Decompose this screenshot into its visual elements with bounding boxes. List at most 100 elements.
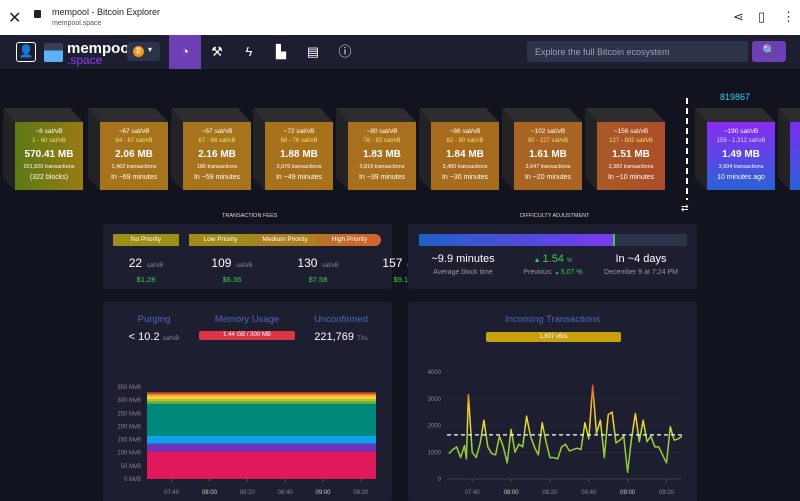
search-icon: 🔍 xyxy=(762,45,776,57)
difficulty-progress-bar xyxy=(419,234,687,246)
difficulty-change: ▲ 1.54 % Previous: ▲ 5.07 % xyxy=(505,253,601,276)
more-vert-icon[interactable]: ⋮ xyxy=(782,9,795,24)
block-top xyxy=(585,108,665,122)
block-tx-count: 3,816 transactions xyxy=(359,164,405,170)
previous-unit: % xyxy=(576,269,583,276)
fee-unit: sat/vB xyxy=(235,263,253,269)
fee-bar-high: High Priority xyxy=(318,234,381,246)
user-icon[interactable]: 👤 xyxy=(16,42,36,62)
block-size: 1.88 MB xyxy=(280,149,318,160)
nav-lightning[interactable]: ϟ xyxy=(233,35,265,69)
block-tx-count: 3,480 transactions xyxy=(442,164,488,170)
info-icon: ⓘ xyxy=(338,44,352,59)
network-selector[interactable]: ₿ ▾ xyxy=(127,42,160,61)
x-tick-label: 08:40 xyxy=(278,490,294,496)
search-input[interactable] xyxy=(527,41,748,62)
pending-block[interactable]: ~80 sat/vB 76 - 82 sat/vB 1.83 MB 3,816 … xyxy=(336,108,416,190)
block-time: In ~69 minutes xyxy=(110,174,158,181)
previous-value: 5.07 xyxy=(560,269,575,276)
block-median-fee: ~86 sat/vB xyxy=(449,128,481,135)
area-layer xyxy=(147,443,376,452)
browser-bar: ✕ mempool - Bitcoin Explorer mempool.spa… xyxy=(0,0,800,35)
dashboard-icon: ◔ xyxy=(181,44,189,59)
pending-block[interactable]: ~8 sat/vB 1 - 60 sat/vB 570.41 MB 201,82… xyxy=(3,108,83,190)
fee-bar-no-priority: No Priority xyxy=(113,234,179,246)
mined-block[interactable]: ~190 sat/vB 159 - 1,312 sat/vB 1.49 MB 3… xyxy=(695,108,775,190)
fee-unit: sat/vB xyxy=(321,263,339,269)
pending-block[interactable]: ~67 sat/vB 67 - 68 sat/vB 2.16 MB 186 tr… xyxy=(171,108,251,190)
lock-icon xyxy=(34,10,41,18)
x-tick-label: 07:40 xyxy=(164,490,180,496)
block-time: In ~30 minutes xyxy=(441,174,489,181)
memory-usage-bar: 1.44 GB / 300 MB xyxy=(199,331,295,340)
block-top xyxy=(88,108,168,122)
block-top xyxy=(253,108,333,122)
fee-usd: $1.28 xyxy=(136,275,156,284)
block-median-fee: ~67 sat/vB xyxy=(201,128,233,135)
fee-value: 157 xyxy=(382,256,403,270)
close-icon[interactable]: ✕ xyxy=(8,10,22,27)
fee-estimate: 130 sat/vB $7.58 xyxy=(283,254,353,284)
block-time: 10 minutes ago xyxy=(717,174,765,181)
area-layer xyxy=(147,392,376,394)
block-time: In ~20 minutes xyxy=(524,174,572,181)
block-side xyxy=(419,108,431,190)
memory-stat: Memory Usage 1.44 GB / 300 MB xyxy=(199,314,295,340)
mined-block-partial[interactable] xyxy=(778,108,800,190)
nav-graphs[interactable]: ▙ xyxy=(265,35,297,69)
pending-block[interactable]: ~72 sat/vB 68 - 76 sat/vB 1.88 MB 3,976 … xyxy=(253,108,333,190)
block-time: (322 blocks) xyxy=(29,174,69,181)
block-face: ~67 sat/vB 64 - 67 sat/vB 2.06 MB 1,462 … xyxy=(100,122,168,190)
x-tick-label: 08:20 xyxy=(542,490,558,496)
block-tx-count: 3,647 transactions xyxy=(525,164,571,170)
fee-value: 130 xyxy=(297,256,318,270)
block-fee-range: 64 - 67 sat/vB xyxy=(115,138,153,144)
pending-block[interactable]: ~102 sat/vB 90 - 127 sat/vB 1.61 MB 3,64… xyxy=(502,108,582,190)
x-tick-label: 08:20 xyxy=(240,490,256,496)
x-tick-label: 07:40 xyxy=(465,490,481,496)
block-top xyxy=(171,108,251,122)
previous-label: Previous: xyxy=(523,269,553,276)
pending-block[interactable]: ~86 sat/vB 82 - 90 sat/vB 1.84 MB 3,480 … xyxy=(419,108,499,190)
purging-label: Purging xyxy=(137,314,171,325)
page-title: mempool - Bitcoin Explorer xyxy=(52,7,161,17)
block-time: In ~59 minutes xyxy=(193,174,241,181)
nav-mining[interactable]: ⚒ xyxy=(201,35,233,69)
y-tick-label: 4000 xyxy=(428,370,442,376)
block-size: 1.61 MB xyxy=(529,149,567,160)
mempool-size-chart: 0 MvB 50 MvB 100 MvB 150 MvB 200 MvB 250 MvB 3… xyxy=(117,385,376,496)
block-top xyxy=(419,108,499,122)
fee-bar-low: Low Priority xyxy=(189,234,252,246)
fee-value: 109 xyxy=(211,256,232,270)
block-height[interactable]: 819867 xyxy=(720,92,751,102)
block-time: In ~10 minutes xyxy=(607,174,655,181)
swap-icon[interactable]: ⇄ xyxy=(681,203,689,213)
pending-block[interactable]: ~67 sat/vB 64 - 67 sat/vB 2.06 MB 1,462 … xyxy=(88,108,168,190)
block-side xyxy=(3,108,15,190)
unconfirmed-label: Unconfirmed xyxy=(314,314,368,325)
nav-about[interactable]: ⓘ xyxy=(329,35,361,69)
search-button[interactable]: 🔍 xyxy=(752,41,786,62)
nav-docs[interactable]: ▤ xyxy=(297,35,329,69)
block-median-fee: ~8 sat/vB xyxy=(35,128,63,135)
avg-block-time: ~9.9 minutes Average block time xyxy=(415,253,511,276)
difficulty-eta: In ~4 days December 9 at 7:24 PM xyxy=(593,253,689,276)
bitcoin-icon: ₿ xyxy=(133,46,144,57)
book-icon: ▤ xyxy=(306,44,320,59)
share-icon[interactable]: ⋖ xyxy=(733,9,744,24)
difficulty-title: Difficulty Adjustment xyxy=(520,213,590,219)
unconfirmed-value: 221,769 xyxy=(314,331,355,343)
unconfirmed-unit: TXs xyxy=(357,336,368,342)
purging-value: < 10.2 xyxy=(128,331,160,343)
fee-usd: $7.58 xyxy=(308,275,328,284)
x-tick-label: 09:00 xyxy=(316,490,332,496)
block-side xyxy=(336,108,348,190)
block-tx-count: 3,994 transactions xyxy=(718,164,764,170)
area-layer xyxy=(147,435,376,444)
block-tx-count: 3,976 transactions xyxy=(276,164,322,170)
pending-block[interactable]: ~156 sat/vB 127 - 802 sat/vB 1.51 MB 3,3… xyxy=(585,108,665,190)
change-unit: % xyxy=(567,258,573,264)
y-tick-label: 1000 xyxy=(428,450,442,456)
bookmark-icon[interactable]: ▯ xyxy=(758,9,766,24)
nav-dashboard[interactable]: ◔ xyxy=(169,35,201,69)
